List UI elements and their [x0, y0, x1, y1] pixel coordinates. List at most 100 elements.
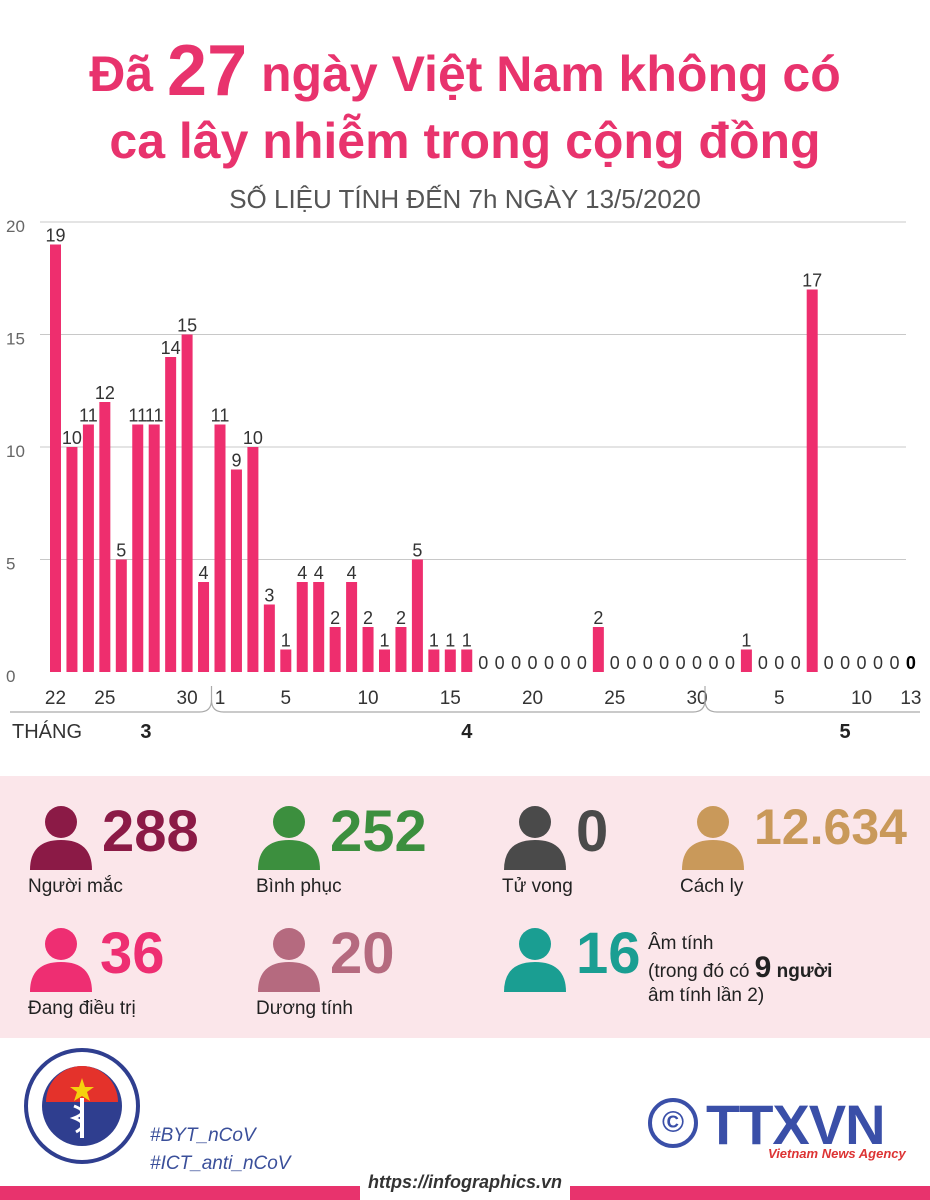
y-tick-label: 15 [6, 330, 25, 349]
x-tick-label: 1 [215, 688, 226, 709]
ministry-of-health-logo [24, 1048, 140, 1164]
bar [444, 649, 456, 672]
person-icon [504, 928, 566, 992]
bar [740, 649, 752, 672]
data-label: 0 [659, 653, 669, 673]
data-label: 0 [544, 653, 554, 673]
data-label: 0 [626, 653, 636, 673]
data-label: 14 [161, 338, 181, 358]
x-tick-label: 10 [851, 688, 872, 709]
copyright-icon: © [648, 1098, 698, 1148]
data-label: 19 [45, 226, 65, 246]
stats-panel: 288 Người mắc 252 Bình phục 0 Tử vong 12.63… [0, 776, 930, 1038]
person-icon [682, 806, 744, 870]
data-label: 1 [429, 631, 439, 651]
data-label: 0 [824, 653, 834, 673]
stat-label: Đang điều trị [28, 998, 136, 1019]
data-label: 0 [478, 653, 488, 673]
data-label: 0 [577, 653, 587, 673]
month-label: 5 [840, 721, 851, 743]
data-label: 0 [495, 653, 505, 673]
bar [329, 627, 341, 672]
bar [230, 469, 242, 672]
stat-label-multiline: Âm tính (trong đó có 9 người âm tính lần 2… [648, 932, 832, 1008]
data-label: 0 [889, 653, 899, 673]
data-label: 0 [873, 653, 883, 673]
data-label: 12 [95, 383, 115, 403]
bar [99, 402, 111, 672]
bar [165, 357, 177, 672]
month-label: 3 [140, 721, 151, 743]
person-icon [30, 806, 92, 870]
data-label: 11 [79, 406, 98, 426]
agency-logo-text: TTXVN [706, 1093, 886, 1156]
x-tick-label: 30 [686, 688, 707, 709]
data-label: 0 [774, 653, 784, 673]
data-label: 9 [231, 451, 241, 471]
hashtag-ict: #ICT_anti_nCoV [150, 1153, 291, 1174]
hashtag-byt: #BYT_nCoV [150, 1125, 256, 1146]
data-label: 2 [330, 608, 340, 628]
y-tick-label: 5 [6, 555, 15, 574]
bar [362, 627, 374, 672]
data-label: 17 [802, 271, 822, 291]
data-label: 0 [676, 653, 686, 673]
title-number: 27 [167, 31, 248, 111]
data-label: 11 [128, 406, 147, 426]
stat-label: Tử vong [502, 876, 573, 897]
data-label: 4 [199, 563, 209, 583]
bar [461, 649, 473, 672]
stat-number: 252 [330, 799, 427, 864]
data-label: 11 [211, 406, 230, 426]
data-label: 0 [643, 653, 653, 673]
x-axis-label: THÁNG [12, 720, 82, 743]
bar [148, 424, 160, 672]
x-tick-label: 13 [900, 688, 921, 709]
data-label: 1 [281, 631, 291, 651]
bar [346, 582, 358, 672]
x-tick-label: 15 [440, 688, 461, 709]
stat-label: Người mắc [28, 876, 123, 897]
data-label: 4 [297, 563, 307, 583]
data-label: 2 [593, 608, 603, 628]
bar [428, 649, 440, 672]
data-label: 0 [528, 653, 538, 673]
x-tick-label: 5 [774, 688, 785, 709]
x-tick-label: 20 [522, 688, 543, 709]
bar [379, 649, 390, 672]
data-label: 0 [692, 653, 702, 673]
stat-label: Bình phục [256, 876, 342, 897]
stat-label-line: (trong đó có 9 người [648, 951, 833, 984]
bar [296, 582, 308, 672]
stat-label-line: âm tính lần 2) [648, 985, 765, 1006]
person-icon [258, 806, 320, 870]
data-label: 0 [560, 653, 570, 673]
bar [198, 582, 210, 672]
data-label: 10 [243, 428, 263, 448]
month-separator [210, 686, 706, 713]
data-label: 0 [725, 653, 735, 673]
stat-number: 12.634 [754, 799, 907, 855]
source-url[interactable]: https://infographics.vn [360, 1164, 570, 1200]
stat-number: 36 [100, 921, 165, 986]
person-icon [504, 806, 566, 870]
data-label: 0 [758, 653, 768, 673]
subtitle: SỐ LIỆU TÍNH ĐẾN 7h NGÀY 13/5/2020 [229, 184, 701, 214]
data-label: 2 [396, 608, 406, 628]
data-label: 0 [610, 653, 620, 673]
stat-number: 0 [576, 799, 609, 864]
person-icon [30, 928, 92, 992]
bar [313, 582, 325, 672]
data-label: 0 [708, 653, 718, 673]
x-tick-label: 5 [281, 688, 292, 709]
x-tick-label: 30 [177, 688, 198, 709]
data-label: 0 [857, 653, 867, 673]
data-label: 11 [145, 406, 164, 426]
bar [82, 424, 94, 672]
data-label: 2 [363, 608, 373, 628]
data-label: 15 [177, 316, 197, 336]
agency-subtitle: Vietnam News Agency [768, 1146, 906, 1161]
person-icon [258, 928, 320, 992]
data-label: 0 [791, 653, 801, 673]
data-label: 1 [445, 631, 455, 651]
